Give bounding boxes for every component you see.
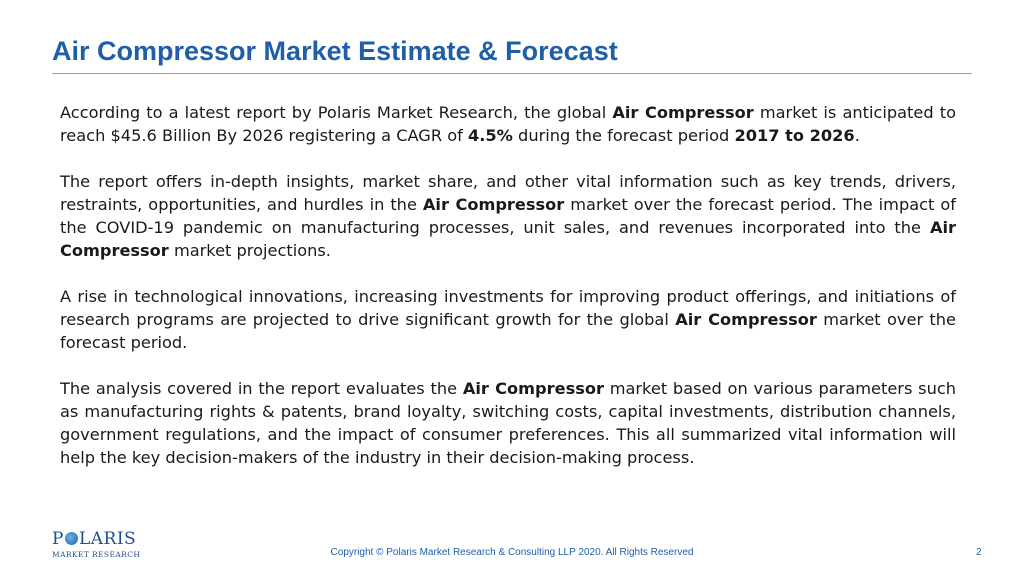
p1-text-4: . <box>854 126 860 145</box>
p2-text-2: market over the forecast period. The imp… <box>60 195 956 237</box>
p1-text-2: market is anticipated to reach $45.6 Bil… <box>60 103 956 145</box>
page-number: 2 <box>976 547 982 558</box>
p1-text-3: during the forecast period <box>512 126 735 145</box>
p3-text-1: A rise in technological innovations, inc… <box>60 287 956 329</box>
title-divider <box>52 73 972 74</box>
footer-copyright: Copyright © Polaris Market Research & Co… <box>330 547 694 558</box>
globe-icon <box>64 532 78 545</box>
paragraph-4: The analysis covered in the report evalu… <box>60 377 956 469</box>
logo-letter-p: P <box>52 529 64 549</box>
p4-text-2: market based on various parameters such … <box>60 379 956 467</box>
p2-bold-2: Air Compressor <box>60 218 956 260</box>
paragraph-2: The report offers in-depth insights, mar… <box>60 170 956 262</box>
polaris-logo: P LARIS MARKET RESEARCH <box>52 529 141 564</box>
body-text: According to a latest report by Polaris … <box>60 101 956 492</box>
paragraph-1: According to a latest report by Polaris … <box>60 101 956 147</box>
logo-subtitle: MARKET RESEARCH <box>52 550 141 559</box>
p1-text-1: According to a latest report by Polaris … <box>60 103 613 122</box>
paragraph-3: A rise in technological innovations, inc… <box>60 285 956 354</box>
logo-wordmark: P LARIS <box>52 529 136 549</box>
p1-bold-2: 4.5% <box>468 126 513 145</box>
p4-text-1: The analysis covered in the report evalu… <box>60 379 463 398</box>
p4-bold-1: Air Compressor <box>462 379 604 398</box>
p3-bold-1: Air Compressor <box>675 310 817 329</box>
p2-text-1: The report offers in-depth insights, mar… <box>60 172 956 214</box>
p1-bold-1: Air Compressor <box>612 103 754 122</box>
logo-letters-laris: LARIS <box>78 529 137 549</box>
p2-bold-1: Air Compressor <box>422 195 565 214</box>
p2-text-3: market projections. <box>168 241 331 260</box>
p1-bold-3: 2017 to 2026 <box>734 126 855 145</box>
p3-text-2: market over the forecast period. <box>60 310 956 352</box>
slide-title: Air Compressor Market Estimate & Forecas… <box>52 36 618 66</box>
